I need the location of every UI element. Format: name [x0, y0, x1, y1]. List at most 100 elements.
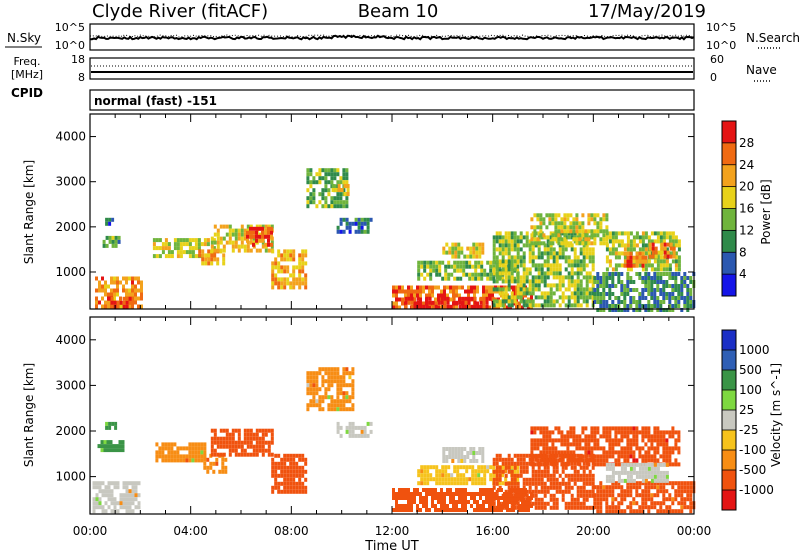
heatmap-cell: [573, 497, 577, 502]
heatmap-cell: [140, 296, 143, 301]
heatmap-cell: [579, 489, 583, 494]
heatmap-cell: [475, 250, 479, 255]
colorbar-swatch: [722, 350, 736, 370]
heatmap-cell: [608, 288, 612, 292]
heatmap-cell: [407, 500, 410, 504]
heatmap-cell: [105, 243, 109, 248]
heatmap-cell: [271, 265, 275, 270]
heatmap-cell: [617, 231, 621, 236]
heatmap-cell: [510, 303, 514, 308]
heatmap-cell: [95, 304, 98, 309]
heatmap-cell: [641, 454, 645, 459]
heatmap-cell: [644, 434, 648, 439]
heatmap-cell: [533, 233, 537, 238]
heatmap-cell: [596, 430, 600, 435]
heatmap-cell: [567, 295, 571, 300]
heatmap-cell: [551, 454, 555, 459]
heatmap-cell: [644, 497, 648, 502]
heatmap-cell: [576, 267, 580, 272]
heatmap-cell: [536, 241, 540, 246]
heatmap-cell: [164, 458, 168, 463]
heatmap-cell: [585, 247, 589, 252]
heatmap-cell: [638, 235, 642, 240]
heatmap-cell: [599, 304, 603, 308]
heatmap-cell: [194, 242, 198, 247]
heatmap-cell: [477, 469, 481, 474]
heatmap-cell: [330, 403, 334, 408]
heatmap-cell: [647, 434, 651, 439]
heatmap-cell: [452, 492, 455, 496]
heatmap-cell: [321, 379, 325, 384]
heatmap-cell: [292, 473, 296, 478]
heatmap-cell: [558, 473, 562, 478]
heatmap-cell: [647, 446, 651, 451]
heatmap-cell: [534, 263, 538, 268]
heatmap-cell: [506, 508, 509, 512]
heatmap-cell: [677, 263, 681, 268]
heatmap-cell: [306, 200, 310, 205]
heatmap-cell: [289, 281, 293, 286]
heatmap-cell: [501, 457, 505, 462]
heatmap-cell: [647, 474, 651, 479]
colorbar-swatch: [722, 370, 736, 390]
heatmap-cell: [471, 469, 475, 474]
heatmap-cell: [581, 446, 585, 451]
heatmap-cell: [626, 251, 630, 256]
heatmap-cell: [566, 458, 570, 463]
heatmap-cell: [674, 493, 678, 498]
heatmap-cell: [476, 504, 479, 508]
heatmap-cell: [510, 473, 514, 478]
heatmap-cell: [570, 291, 574, 296]
heatmap-cell: [579, 263, 583, 268]
heatmap-cell: [286, 481, 290, 486]
heatmap-cell: [659, 509, 663, 514]
heatmap-cell: [327, 375, 331, 380]
heatmap-cell: [587, 458, 591, 463]
heatmap-cell: [570, 303, 574, 308]
heatmap-cell: [104, 489, 108, 494]
heatmap-cell: [582, 263, 586, 268]
heatmap-cell: [635, 288, 639, 292]
heatmap-cell: [357, 433, 361, 438]
heatmap-cell: [546, 489, 550, 494]
heatmap-cell: [114, 421, 118, 426]
heatmap-cell: [638, 430, 642, 435]
heatmap-cell: [110, 493, 114, 498]
heatmap-cell: [270, 240, 274, 245]
date-title: 17/May/2019: [588, 1, 706, 22]
heatmap-cell: [131, 300, 134, 305]
heatmap-cell: [125, 276, 128, 281]
heatmap-cell: [304, 485, 308, 490]
heatmap-cell: [534, 283, 538, 288]
heatmap-cell: [507, 465, 511, 470]
heatmap-cell: [134, 497, 138, 502]
heatmap-cell: [552, 271, 556, 276]
heatmap-cell: [455, 289, 458, 294]
heatmap-cell: [614, 255, 618, 260]
heatmap-cell: [662, 308, 666, 312]
heatmap-cell: [617, 438, 621, 443]
heatmap-cell: [593, 221, 597, 226]
heatmap-cell: [442, 451, 446, 455]
heatmap-cell: [579, 259, 583, 264]
heatmap-cell: [116, 276, 119, 281]
heatmap-cell: [95, 485, 99, 490]
heatmap-cell: [516, 243, 520, 248]
heatmap-cell: [558, 243, 562, 248]
heatmap-cell: [528, 461, 532, 466]
heatmap-cell: [240, 240, 244, 245]
heatmap-cell: [647, 308, 651, 312]
heatmap-cell: [576, 485, 580, 490]
heatmap-cell: [629, 276, 633, 280]
heatmap-cell: [647, 466, 651, 471]
heatmap-cell: [321, 383, 325, 388]
colorbar-swatch: [722, 274, 736, 296]
heatmap-cell: [497, 508, 500, 512]
heatmap-cell: [465, 465, 469, 470]
heatmap-cell: [546, 283, 550, 288]
heatmap-cell: [653, 470, 657, 475]
heatmap-cell: [543, 243, 547, 248]
heatmap-cell: [458, 304, 462, 309]
heatmap-cell: [330, 367, 334, 372]
heatmap-cell: [515, 305, 518, 310]
